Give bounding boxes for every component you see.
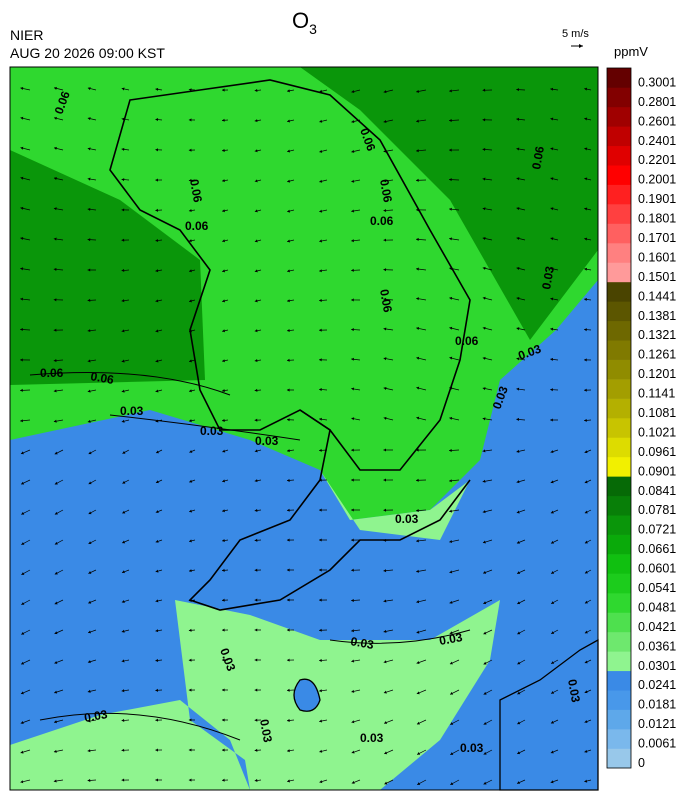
- colorbar-label: 0.0841: [638, 484, 676, 498]
- colorbar-label: 0.0121: [638, 717, 676, 731]
- colorbar-swatch: [607, 243, 631, 263]
- colorbar-label: 0.0781: [638, 503, 676, 517]
- contour-label: 0.06: [455, 334, 479, 348]
- colorbar-swatch: [607, 671, 631, 691]
- colorbar-swatch: [607, 399, 631, 419]
- colorbar-label: 0.0601: [638, 562, 676, 576]
- colorbar-swatch: [607, 282, 631, 302]
- contour-label: 0.06: [185, 219, 209, 233]
- colorbar-label: 0.2601: [638, 114, 676, 128]
- colorbar-swatch: [607, 612, 631, 632]
- colorbar-label: 0.2201: [638, 153, 676, 167]
- colorbar-label: 0.1381: [638, 309, 676, 323]
- contour-label: 0.03: [120, 404, 144, 418]
- colorbar-swatch: [607, 165, 631, 185]
- agency: NIER: [10, 27, 43, 43]
- colorbar-swatch: [607, 418, 631, 438]
- colorbar-swatch: [607, 262, 631, 282]
- colorbar-swatch: [607, 107, 631, 127]
- colorbar-swatch: [607, 126, 631, 146]
- colorbar-label: 0.0901: [638, 464, 676, 478]
- colorbar-label: 0.3001: [638, 75, 676, 89]
- colorbar-label: 0.2801: [638, 95, 676, 109]
- colorbar-swatch: [607, 87, 631, 107]
- colorbar-swatch: [607, 321, 631, 341]
- colorbar-label: 0: [638, 756, 645, 770]
- colorbar-unit: ppmV: [614, 44, 648, 59]
- colorbar-swatch: [607, 185, 631, 205]
- colorbar-label: 0.0361: [638, 639, 676, 653]
- colorbar-swatch: [607, 729, 631, 749]
- colorbar-label: 0.1701: [638, 231, 676, 245]
- colorbar-label: 0.0301: [638, 659, 676, 673]
- contour-label: 0.03: [360, 731, 384, 745]
- colorbar-swatch: [607, 146, 631, 166]
- colorbar-swatch: [607, 535, 631, 555]
- contour-label: 0.06: [40, 366, 64, 380]
- colorbar-swatch: [607, 360, 631, 380]
- contour-label: 0.03: [460, 741, 484, 755]
- colorbar-label: 0.0481: [638, 600, 676, 614]
- colorbar-label: 0.1201: [638, 367, 676, 381]
- colorbar-swatch: [607, 224, 631, 244]
- colorbar-label: 0.1261: [638, 348, 676, 362]
- colorbar-swatch: [607, 554, 631, 574]
- colorbar-label: 0.1901: [638, 192, 676, 206]
- colorbar-swatch: [607, 457, 631, 477]
- wind-scale-arrowhead: [579, 44, 583, 48]
- colorbar-label: 0.1501: [638, 270, 676, 284]
- datetime: AUG 20 2026 09:00 KST: [10, 45, 165, 61]
- colorbar-label: 0.1321: [638, 328, 676, 342]
- colorbar-label: 0.0181: [638, 698, 676, 712]
- colorbar-label: 0.0421: [638, 620, 676, 634]
- colorbar-swatch: [607, 340, 631, 360]
- colorbar-label: 0.0661: [638, 542, 676, 556]
- wind-scale-label: 5 m/s: [562, 28, 589, 40]
- colorbar-label: 0.1441: [638, 289, 676, 303]
- colorbar: 0 0.0061 0.0121 0.0181 0.0241 0.0301 0.0361 0.0…: [607, 68, 676, 770]
- colorbar-swatch: [607, 632, 631, 652]
- colorbar-swatch: [607, 515, 631, 535]
- colorbar-swatch: [607, 651, 631, 671]
- colorbar-label: 0.0961: [638, 445, 676, 459]
- colorbar-swatch: [607, 68, 631, 88]
- title-main: O: [292, 8, 309, 33]
- colorbar-swatch: [607, 301, 631, 321]
- colorbar-swatch: [607, 593, 631, 613]
- colorbar-swatch: [607, 437, 631, 457]
- contour-label: 0.03: [255, 434, 279, 448]
- title: O3: [292, 8, 317, 37]
- colorbar-swatch: [607, 379, 631, 399]
- title-subscript: 3: [309, 21, 317, 37]
- colorbar-label: 0.2001: [638, 173, 676, 187]
- colorbar-swatch: [607, 574, 631, 594]
- contour-label: 0.06: [370, 214, 394, 228]
- colorbar-label: 0.1021: [638, 425, 676, 439]
- colorbar-swatch: [607, 476, 631, 496]
- colorbar-label: 0.0241: [638, 678, 676, 692]
- contour-label: 0.03: [200, 424, 224, 438]
- colorbar-swatch: [607, 496, 631, 516]
- colorbar-label: 0.0061: [638, 737, 676, 751]
- colorbar-swatch: [607, 710, 631, 730]
- colorbar-label: 0.1081: [638, 406, 676, 420]
- colorbar-swatch: [607, 749, 631, 769]
- colorbar-label: 0.1601: [638, 250, 676, 264]
- colorbar-label: 0.1801: [638, 212, 676, 226]
- colorbar-label: 0.2401: [638, 134, 676, 148]
- colorbar-swatch: [607, 204, 631, 224]
- colorbar-label: 0.0541: [638, 581, 676, 595]
- contour-label: 0.03: [395, 512, 419, 526]
- colorbar-label: 0.1141: [638, 387, 675, 401]
- colorbar-swatch: [607, 690, 631, 710]
- colorbar-label: 0.0721: [638, 523, 676, 537]
